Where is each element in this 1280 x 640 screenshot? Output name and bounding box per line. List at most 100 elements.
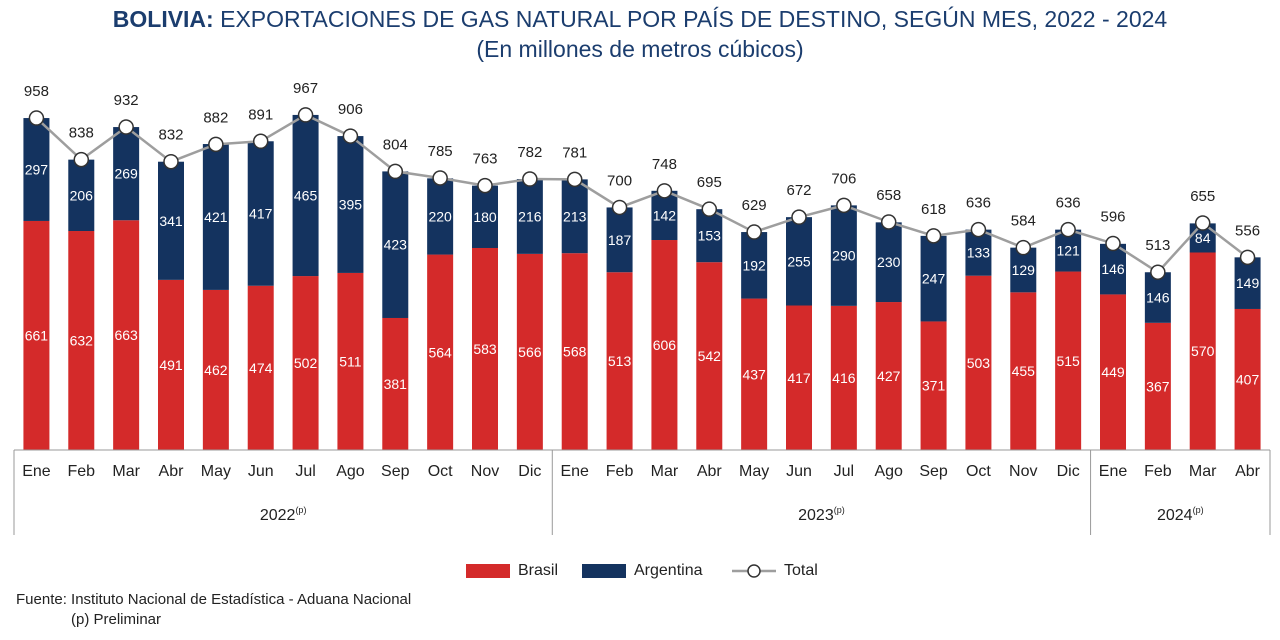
data-label-total: 804 [383, 136, 408, 153]
data-label-argentina: 206 [70, 187, 94, 203]
bar-argentina [427, 178, 454, 255]
data-label-brasil: 564 [428, 344, 452, 360]
legend-item-brasil: Brasil [466, 560, 558, 582]
data-label-brasil: 568 [563, 344, 587, 360]
x-tick-label: Ene [560, 463, 589, 480]
total-point [1060, 221, 1076, 238]
data-label-brasil: 515 [1056, 353, 1080, 369]
data-label-brasil: 462 [204, 362, 228, 378]
total-point [791, 209, 807, 225]
bar-brasil [786, 305, 812, 450]
bar-brasil [23, 220, 50, 450]
data-label-total: 618 [921, 201, 946, 218]
data-label-brasil: 632 [70, 333, 94, 349]
data-label-argentina: 153 [698, 228, 722, 244]
bar-argentina [337, 136, 364, 273]
data-label-argentina: 269 [114, 166, 138, 182]
data-label-brasil: 371 [922, 378, 946, 394]
total-point [163, 153, 179, 170]
data-label-argentina: 290 [832, 248, 856, 264]
bar-argentina [920, 235, 947, 322]
bar-brasil [516, 253, 543, 450]
bar-argentina [23, 118, 50, 221]
data-label-total: 636 [966, 195, 991, 212]
legend-label-total: Total [784, 562, 818, 579]
data-label-total: 655 [1190, 188, 1215, 205]
data-label-argentina: 121 [1056, 243, 1080, 259]
x-tick-label: Nov [1009, 463, 1037, 480]
data-label-total: 636 [1056, 195, 1081, 212]
total-point [1194, 215, 1211, 231]
data-label-total: 672 [786, 182, 811, 199]
data-label-argentina: 216 [518, 208, 542, 224]
data-label-brasil: 381 [384, 376, 408, 392]
data-label-total: 748 [652, 156, 677, 173]
year-group-label: 2024(p) [1157, 505, 1204, 524]
data-label-total: 700 [607, 172, 632, 189]
data-label-brasil: 503 [967, 355, 991, 371]
x-tick-label: Feb [1144, 463, 1172, 480]
bar-brasil [830, 305, 857, 450]
bar-argentina [202, 144, 229, 290]
total-point [1015, 239, 1032, 256]
year-label: 2023 [798, 507, 834, 524]
data-label-brasil: 566 [518, 344, 542, 360]
x-tick-label: Nov [471, 463, 499, 480]
bar-brasil [292, 276, 319, 450]
total-point [432, 170, 448, 186]
data-label-brasil: 437 [742, 366, 766, 382]
data-label-argentina: 146 [1146, 290, 1170, 306]
x-tick-label: Jul [295, 463, 315, 480]
bar-argentina [247, 141, 274, 286]
bar-argentina [741, 232, 768, 299]
bar-brasil [965, 275, 992, 450]
total-point [746, 224, 762, 240]
total-point [387, 163, 404, 180]
bar-argentina [696, 209, 723, 263]
legend-swatch-total [732, 564, 776, 578]
data-label-total: 891 [248, 106, 273, 123]
x-tick-label: Jun [786, 463, 812, 480]
bar-brasil [741, 298, 768, 450]
x-tick-label: May [739, 463, 769, 480]
total-point [970, 221, 987, 238]
data-label-total: 658 [876, 187, 901, 204]
bar-argentina [1234, 257, 1261, 309]
data-label-total: 967 [293, 80, 318, 97]
data-label-brasil: 606 [653, 337, 677, 353]
total-point [836, 197, 852, 214]
data-label-total: 882 [203, 109, 228, 126]
data-label-argentina: 247 [922, 271, 946, 287]
chart-subtitle: (En millones de metros cúbicos) [476, 36, 804, 62]
legend-item-argentina: Argentina [582, 560, 703, 582]
bar-argentina [68, 159, 95, 232]
data-label-total: 781 [562, 144, 587, 161]
bar-argentina [786, 217, 812, 306]
data-label-brasil: 367 [1146, 378, 1170, 394]
data-label-brasil: 417 [787, 370, 811, 386]
x-tick-label: Mar [1189, 463, 1217, 480]
bar-brasil [382, 317, 409, 450]
data-label-argentina: 149 [1236, 275, 1260, 291]
data-label-brasil: 511 [339, 353, 362, 369]
year-group-label: 2022(p) [260, 505, 307, 524]
bar-brasil [1100, 294, 1126, 450]
total-point [208, 136, 224, 153]
bar-argentina [158, 161, 184, 280]
bar-brasil [472, 247, 498, 450]
data-label-total: 832 [158, 127, 183, 144]
legend-item-total: Total [732, 560, 818, 582]
x-tick-label: Sep [919, 463, 948, 480]
data-label-total: 629 [742, 197, 767, 214]
bar-brasil [875, 302, 902, 450]
total-point [252, 133, 269, 150]
data-label-total: 695 [697, 174, 722, 191]
bar-argentina [651, 190, 678, 241]
bar-argentina [472, 185, 498, 248]
x-tick-label: Sep [381, 463, 410, 480]
bar-brasil [561, 253, 588, 450]
total-point [701, 201, 718, 217]
total-point [1239, 249, 1256, 266]
bar-brasil [920, 321, 947, 450]
